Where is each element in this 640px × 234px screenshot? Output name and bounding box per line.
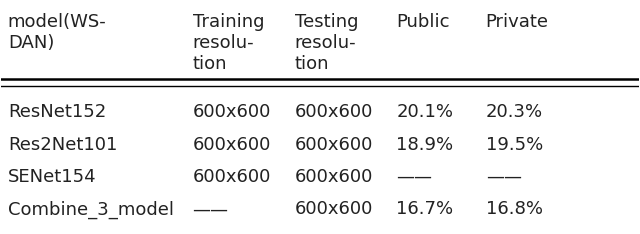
Text: SENet154: SENet154 [8, 168, 97, 186]
Text: Res2Net101: Res2Net101 [8, 136, 117, 154]
Text: 600x600: 600x600 [193, 168, 271, 186]
Text: 19.5%: 19.5% [486, 136, 543, 154]
Text: ——: —— [396, 168, 433, 186]
Text: 600x600: 600x600 [294, 168, 373, 186]
Text: 600x600: 600x600 [294, 136, 373, 154]
Text: model(WS-
DAN): model(WS- DAN) [8, 13, 106, 52]
Text: 600x600: 600x600 [193, 136, 271, 154]
Text: 16.8%: 16.8% [486, 201, 543, 219]
Text: Testing
resolu-
tion: Testing resolu- tion [294, 13, 358, 73]
Text: Training
resolu-
tion: Training resolu- tion [193, 13, 264, 73]
Text: Private: Private [486, 13, 548, 31]
Text: ——: —— [193, 201, 228, 219]
Text: Public: Public [396, 13, 450, 31]
Text: 20.1%: 20.1% [396, 103, 454, 121]
Text: 600x600: 600x600 [193, 103, 271, 121]
Text: 18.9%: 18.9% [396, 136, 454, 154]
Text: 600x600: 600x600 [294, 103, 373, 121]
Text: 20.3%: 20.3% [486, 103, 543, 121]
Text: Combine_3_model: Combine_3_model [8, 200, 174, 219]
Text: ——: —— [486, 168, 522, 186]
Text: 600x600: 600x600 [294, 201, 373, 219]
Text: ResNet152: ResNet152 [8, 103, 106, 121]
Text: 16.7%: 16.7% [396, 201, 454, 219]
